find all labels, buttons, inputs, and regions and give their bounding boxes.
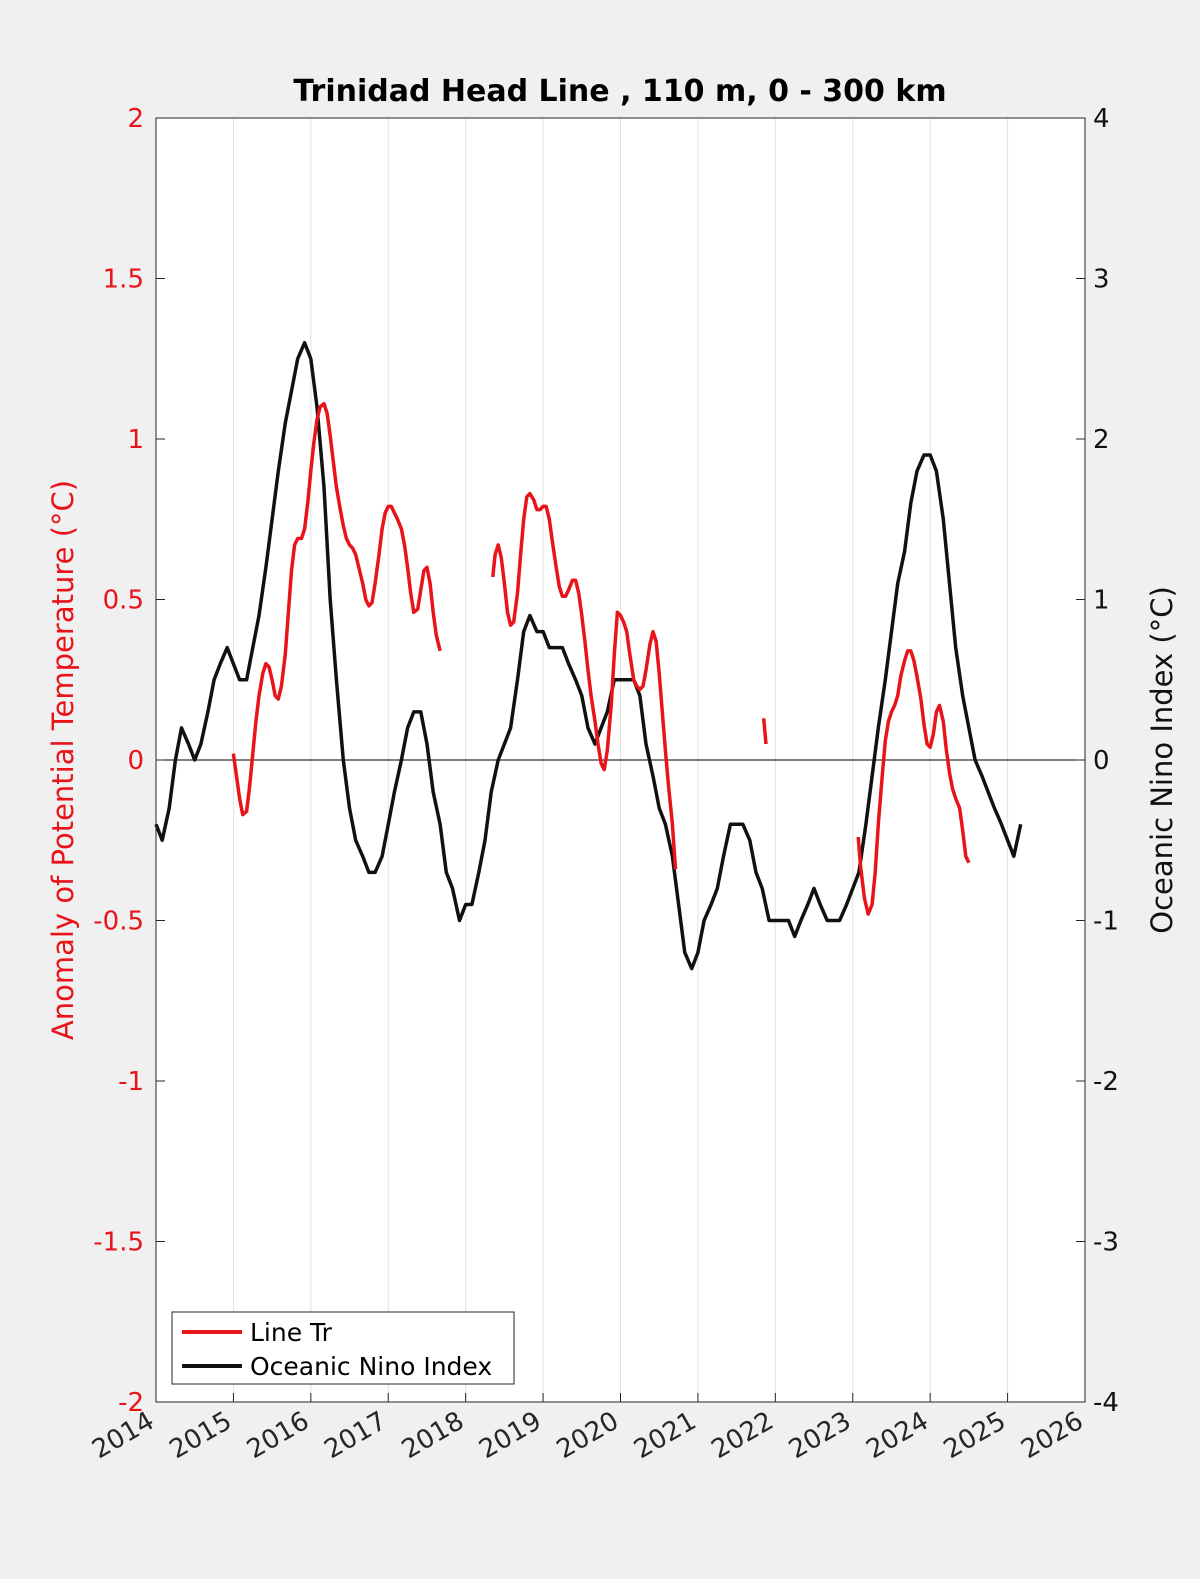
- left-y-tick-label: 1: [127, 425, 144, 455]
- right-y-tick-label: 2: [1093, 425, 1110, 455]
- right-y-tick-label: -4: [1093, 1388, 1119, 1418]
- legend-oni-label: Oceanic Nino Index: [250, 1352, 492, 1381]
- left-y-tick-label: 1.5: [103, 265, 144, 295]
- left-y-tick-label: 0: [127, 746, 144, 776]
- line-tr-segment-1: [231, 401, 442, 817]
- left-y-tick-label: -0.5: [93, 907, 144, 937]
- line-tr-segment-3: [761, 718, 768, 745]
- left-y-tick-label: 0.5: [103, 586, 144, 616]
- left-axis-label: Anomaly of Potential Temperature (°C): [46, 480, 80, 1040]
- right-y-tick-label: 4: [1093, 104, 1110, 134]
- left-y-tick-label: -1: [118, 1067, 144, 1097]
- line-tr-segment-4: [856, 649, 971, 916]
- series-layer: [154, 340, 1023, 971]
- legend-line-tr-label: Line Tr: [250, 1318, 333, 1347]
- right-y-tick-label: -1: [1093, 907, 1119, 937]
- left-y-tick-label: -1.5: [93, 1228, 144, 1258]
- right-y-tick-label: 3: [1093, 265, 1110, 295]
- left-y-tick-label: 2: [127, 104, 144, 134]
- oni-line: [154, 340, 1023, 971]
- line-tr-segment-2: [491, 491, 678, 870]
- chart-title: Trinidad Head Line , 110 m, 0 - 300 km: [293, 74, 946, 109]
- right-y-tick-label: -2: [1093, 1067, 1119, 1097]
- right-y-tick-label: 1: [1093, 586, 1110, 616]
- right-y-tick-label: -3: [1093, 1228, 1119, 1258]
- legend: Line Tr Oceanic Nino Index: [171, 1311, 515, 1385]
- legend-box: [171, 1311, 515, 1385]
- right-y-tick-label: 0: [1093, 746, 1110, 776]
- left-y-tick-label: -2: [118, 1388, 144, 1418]
- right-axis-label: Oceanic Nino Index (°C): [1145, 586, 1179, 934]
